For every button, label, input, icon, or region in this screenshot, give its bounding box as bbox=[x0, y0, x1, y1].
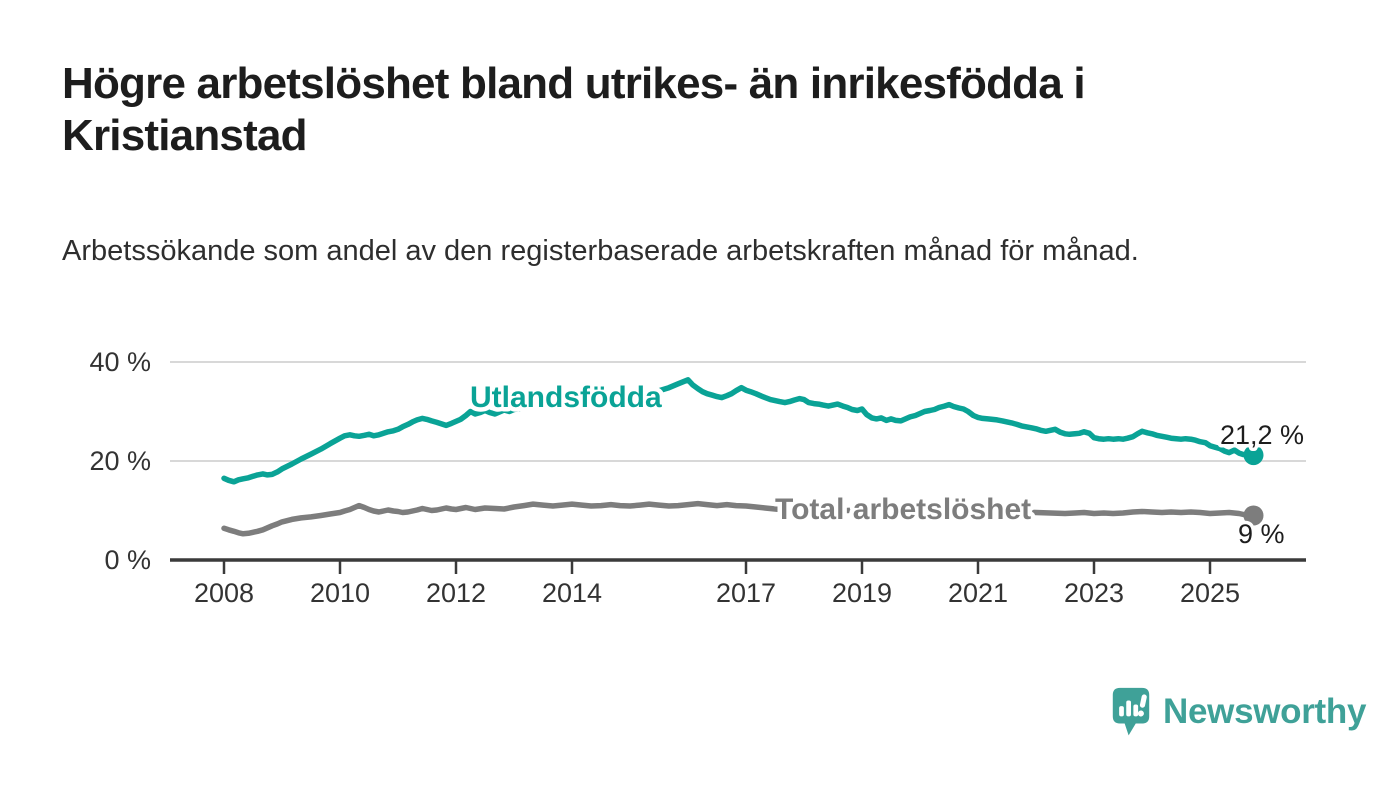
x-tick-label: 2025 bbox=[1180, 578, 1240, 608]
series-end-dot-utlandsfodda bbox=[1243, 445, 1264, 466]
x-tick-label: 2014 bbox=[542, 578, 602, 608]
x-tick-label: 2019 bbox=[832, 578, 892, 608]
series-line-utlandsfodda bbox=[221, 377, 1257, 485]
brand-name: Newsworthy bbox=[1163, 692, 1367, 731]
chart-title: Högre arbetslöshet bland utrikes- än inr… bbox=[62, 59, 1086, 160]
series-line-total-arbetsloshet bbox=[221, 500, 1257, 537]
x-tick-label: 2023 bbox=[1064, 578, 1124, 608]
series-end-dot-total-arbetsloshet bbox=[1243, 505, 1264, 526]
y-tick-label: 20 % bbox=[89, 446, 151, 476]
end-value-label-total-arbetsloshet: 9 % bbox=[1238, 519, 1285, 549]
y-tick-label: 40 % bbox=[89, 347, 151, 377]
x-tick-label: 2017 bbox=[716, 578, 776, 608]
x-tick-label: 2021 bbox=[948, 578, 1008, 608]
series-label-total-arbetsloshet: Total arbetslöshet bbox=[775, 493, 1031, 526]
series-label-utlandsfodda: Utlandsfödda bbox=[470, 381, 662, 414]
x-tick-label: 2008 bbox=[194, 578, 254, 608]
newsworthy-logo: Newsworthy bbox=[1112, 686, 1366, 738]
chart-subtitle: Arbetssökande som andel av den registerb… bbox=[62, 235, 1139, 267]
x-tick-label: 2012 bbox=[426, 578, 486, 608]
x-tick-label: 2010 bbox=[310, 578, 370, 608]
y-tick-label: 0 % bbox=[104, 545, 151, 575]
newsworthy-logo-icon bbox=[1112, 687, 1150, 736]
end-value-label-utlandsfodda: 21,2 % bbox=[1220, 420, 1304, 450]
